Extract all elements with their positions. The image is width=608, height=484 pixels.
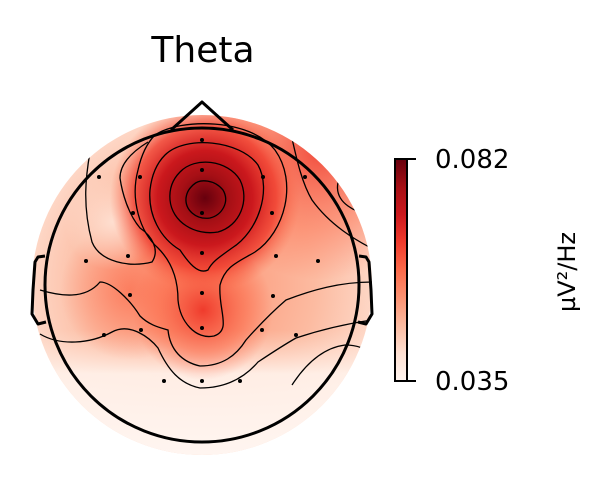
head-circle (43, 126, 361, 444)
sensor-marker (126, 254, 130, 258)
sensor-marker (155, 115, 159, 118)
colorbar-tick-label-min: 0.035 (435, 367, 509, 397)
sensor-marker (138, 175, 142, 179)
head-outline (30, 100, 374, 444)
sensor-marker (316, 259, 320, 263)
colorbar: 0.082 0.035 µV²/Hz (394, 145, 581, 397)
sensor-marker (139, 328, 143, 332)
sensor-marker (271, 294, 275, 298)
sensor-marker (162, 379, 166, 383)
contour-line (169, 161, 245, 234)
colorbar-gradient (394, 158, 408, 382)
sensor-marker (200, 168, 204, 172)
sensor-marker (128, 293, 132, 297)
field-frontal-peak (110, 115, 300, 293)
sensor-marker (261, 175, 265, 179)
contour-line (85, 141, 156, 265)
contour-line (149, 142, 265, 272)
sensor-marker (303, 175, 307, 179)
contour-line (39, 319, 372, 389)
sensor-marker (260, 328, 264, 332)
topomap-field (32, 115, 372, 455)
sensor-marker (102, 333, 106, 337)
left-ear-outline (30, 254, 47, 326)
contour-line (134, 123, 288, 338)
sensor-marker (200, 291, 204, 295)
sensor-marker (294, 333, 298, 337)
sensor-marker (200, 251, 204, 255)
sensor-marker (244, 115, 248, 118)
sensor-marker (238, 379, 242, 383)
right-ear-outline (357, 254, 374, 326)
sensor-marker (131, 211, 135, 215)
sensor-marker (200, 379, 204, 383)
contour-line (289, 129, 372, 251)
sensor-marker (200, 211, 204, 215)
sensor-marker (200, 326, 204, 330)
sensor-marker (270, 211, 274, 215)
sensor-marker (97, 175, 101, 179)
nose-outline (169, 100, 235, 132)
sensor-marker (274, 254, 278, 258)
colorbar-tick-label-max: 0.082 (435, 145, 509, 175)
sensor-marker (200, 138, 204, 142)
chart-title: Theta (150, 30, 254, 71)
contour-line (39, 281, 372, 367)
contour-line (185, 180, 227, 219)
sensor-marker (84, 259, 88, 263)
colorbar-unit-label: µV²/Hz (553, 232, 581, 312)
